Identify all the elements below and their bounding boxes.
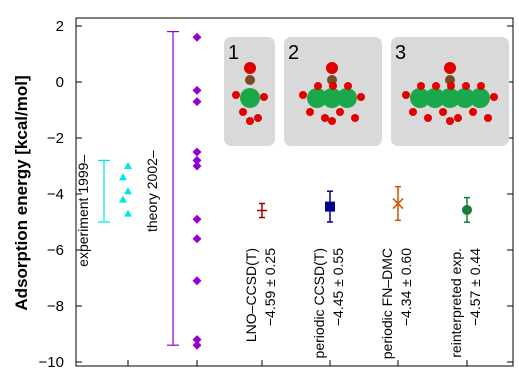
molecule-panel-2: 2: [284, 37, 382, 146]
theory-point: [192, 85, 202, 95]
oxygen-atom: [254, 114, 262, 122]
experiment-label: experiment 1999–: [75, 155, 91, 267]
fn_dmc-value-label: −4.34 ± 0.60: [398, 248, 414, 326]
y-axis: 2 0 −2 −4 −6 −8 −10: [39, 18, 513, 371]
oxygen-atom: [454, 114, 462, 122]
theory-point: [192, 335, 202, 345]
magnesium-atom: [322, 88, 342, 108]
carbon-atom: [245, 75, 255, 85]
oxygen-atom: [260, 93, 268, 101]
oxygen-atom: [417, 82, 425, 90]
magnesium-atom: [337, 88, 357, 108]
oxygen-atom: [462, 82, 470, 90]
oxygen-atom: [484, 114, 492, 122]
oxygen-atom: [446, 117, 454, 125]
oxygen-atom: [321, 114, 329, 122]
reinterpreted-marker: [462, 204, 472, 215]
oxygen-atom: [444, 62, 456, 74]
theory-point: [192, 147, 202, 157]
magnesium-atom: [440, 88, 460, 108]
oxygen-atom: [447, 82, 455, 90]
reinterpreted-value-label: −4.57 ± 0.44: [467, 248, 483, 326]
experiment-point: [119, 173, 127, 181]
y-tick-label: 2: [56, 18, 64, 35]
magnesium-atom: [410, 88, 430, 108]
lno-value-label: −4.59 ± 0.25: [262, 248, 278, 326]
molecule-panel-3: 3: [391, 37, 509, 146]
oxygen-atom: [424, 114, 432, 122]
oxygen-atom: [409, 108, 417, 116]
oxygen-atom: [299, 91, 307, 99]
oxygen-atom: [328, 117, 336, 125]
y-axis-title: Adsorption energy [kcal/mol]: [12, 75, 31, 310]
magnesium-atom: [425, 88, 445, 108]
lno-estimate: LNO–CCSD(T) −4.59 ± 0.25: [243, 202, 278, 342]
theory-point: [192, 340, 202, 350]
magnesium-atom: [470, 88, 490, 108]
theory-point: [192, 276, 202, 286]
reinterpreted-method-label: reinterpreted exp.: [448, 248, 464, 358]
y-tick-label: −10: [39, 354, 64, 371]
oxygen-atom: [232, 91, 240, 99]
theory-point: [192, 214, 202, 224]
y-tick-label: 0: [56, 74, 64, 91]
fn_dmc-method-label: periodic FN–DMC: [379, 248, 395, 359]
theory-point: [192, 161, 202, 171]
literature-groups: experiment 1999– theory 2002–: [75, 31, 202, 350]
oxygen-atom: [246, 117, 254, 125]
theory-point: [192, 234, 202, 244]
oxygen-atom: [490, 93, 498, 101]
panel-number: 3: [395, 42, 406, 64]
oxygen-atom: [477, 82, 485, 90]
x-axis-ticks: [127, 360, 468, 366]
oxygen-atom: [329, 82, 337, 90]
experiment-point: [124, 209, 132, 217]
oxygen-atom: [306, 108, 314, 116]
theory-label: theory 2002–: [144, 150, 160, 232]
plot-frame: [75, 17, 514, 367]
y-tick-label: −4: [47, 186, 64, 203]
oxygen-atom: [344, 82, 352, 90]
periodic_ccsd-estimate: periodic CCSD(T) −4.45 ± 0.55: [311, 190, 346, 358]
y-tick-label: −6: [47, 242, 64, 259]
oxygen-atom: [432, 82, 440, 90]
theory-point: [192, 155, 202, 165]
panel-number: 2: [288, 42, 299, 64]
oxygen-atom: [239, 108, 247, 116]
experiment-point: [124, 162, 132, 169]
experiment-point: [119, 195, 127, 203]
oxygen-atom: [326, 62, 338, 74]
theory-point: [192, 32, 202, 42]
estimate-series: LNO–CCSD(T) −4.59 ± 0.25 periodic CCSD(T) −…: [243, 185, 483, 359]
theory-point: [192, 97, 202, 107]
theory-group: theory 2002–: [144, 31, 202, 350]
oxygen-atom: [351, 114, 359, 122]
oxygen-atom: [402, 91, 410, 99]
molecule-panels: 1 2 3: [224, 37, 509, 146]
y-tick-label: −2: [47, 130, 64, 147]
oxygen-atom: [439, 108, 447, 116]
fn_dmc-marker: [392, 197, 404, 210]
oxygen-atom: [244, 62, 256, 74]
periodic_ccsd-method-label: periodic CCSD(T): [311, 248, 327, 358]
molecule-panel-1: 1: [224, 37, 275, 146]
experiment-point: [124, 187, 132, 195]
magnesium-atom: [307, 88, 327, 108]
oxygen-atom: [357, 93, 365, 101]
panel-number: 1: [228, 42, 239, 64]
magnesium-atom: [240, 88, 260, 108]
oxygen-atom: [314, 82, 322, 90]
periodic_ccsd-marker: [325, 201, 335, 212]
lno-method-label: LNO–CCSD(T): [243, 248, 259, 342]
reinterpreted-estimate: reinterpreted exp. −4.57 ± 0.44: [448, 196, 483, 358]
magnesium-atom: [455, 88, 475, 108]
oxygen-atom: [469, 108, 477, 116]
fn_dmc-estimate: periodic FN–DMC −4.34 ± 0.60: [379, 185, 414, 359]
oxygen-atom: [336, 108, 344, 116]
y-tick-label: −8: [47, 298, 64, 315]
experiment-group: experiment 1999–: [75, 155, 132, 267]
periodic_ccsd-value-label: −4.45 ± 0.55: [330, 248, 346, 326]
